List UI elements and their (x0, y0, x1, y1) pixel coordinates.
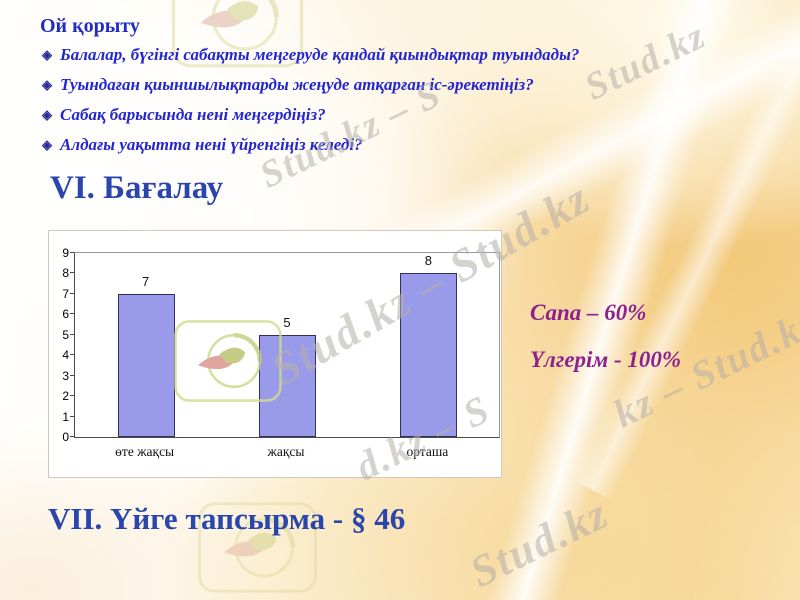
diamond-bullet-icon: ◈ (42, 47, 52, 62)
y-axis-tick-mark (70, 436, 74, 437)
bar-value-label: 7 (142, 273, 150, 289)
bar-value-label: 8 (424, 253, 432, 269)
y-axis-tick-label: 3 (62, 368, 69, 383)
diamond-bullet-icon: ◈ (42, 77, 52, 92)
section-vii-heading: VII. Үйге тапсырма - § 46 (48, 501, 406, 536)
bullet-item: ◈ Сабақ барысында нені меңгердіңіз? (42, 104, 579, 125)
bullet-item: ◈ Туындаған қиыншылықтарды жеңуде атқарға… (42, 74, 579, 95)
category-label: орташа (406, 444, 449, 459)
diamond-bullet-icon: ◈ (42, 137, 52, 152)
chart-category-axis: өте жақсы жақсы орташа (74, 444, 498, 468)
bullet-text: Туындаған қиыншылықтарды жеңуде атқарған… (60, 75, 534, 94)
bullet-text: Сабақ барысында нені меңгердіңіз? (60, 105, 326, 124)
bullet-item: ◈ Балалар, бүгінгі сабақты меңгеруде қанд… (42, 44, 579, 65)
y-axis-tick-mark (70, 252, 74, 253)
bar-өте жақсы (117, 293, 175, 437)
y-axis-tick-mark (70, 272, 74, 274)
stats-block: Сапа – 60% Үлгерім - 100% (530, 300, 681, 394)
category-label: жақсы (267, 444, 305, 459)
section-vi-heading: VI. Бағалау (50, 170, 224, 206)
y-axis-tick-label: 7 (62, 286, 69, 301)
y-axis-tick-mark (70, 292, 74, 294)
bar-chart: 0 1 2 3 4 5 6 7 8 9 7 5 8 өте жақсы жақсы орташа (48, 230, 502, 478)
y-axis-tick-mark (70, 333, 74, 335)
y-axis-tick-mark (70, 354, 74, 356)
bullet-text: Балалар, бүгінгі сабақты меңгеруде қанда… (60, 45, 580, 64)
bullet-list: ◈ Балалар, бүгінгі сабақты меңгеруде қанд… (42, 44, 579, 164)
y-axis-tick-label: 8 (62, 266, 69, 281)
bar-жақсы (259, 334, 316, 437)
bullet-item: ◈ Алдағы уақытта нені үйренгіңіз келеді? (42, 134, 579, 155)
bullet-text: Алдағы уақытта нені үйренгіңіз келеді? (60, 135, 363, 154)
bar-орташа (400, 273, 458, 437)
y-axis-tick-mark (70, 395, 74, 397)
y-axis-tick-label: 4 (62, 348, 69, 363)
quality-stat: Сапа – 60% (530, 300, 647, 325)
y-axis-tick-mark (70, 415, 74, 417)
y-axis-tick-label: 9 (62, 246, 69, 260)
category-label: өте жақсы (115, 444, 175, 459)
progress-stat: Үлгерім - 100% (530, 347, 682, 372)
y-axis-tick-label: 1 (62, 409, 69, 424)
y-axis-tick-label: 6 (62, 307, 69, 322)
slide-title: Ой қорыту (40, 15, 140, 37)
y-axis-tick-label: 2 (62, 389, 69, 404)
y-axis-tick-label: 5 (62, 327, 69, 342)
y-axis-tick-mark (70, 374, 74, 376)
diamond-bullet-icon: ◈ (42, 107, 52, 122)
bar-value-label: 5 (283, 314, 291, 330)
y-axis-tick-label: 0 (62, 430, 69, 444)
y-axis-tick-mark (70, 313, 74, 315)
chart-plot-area: 0 1 2 3 4 5 6 7 8 9 7 5 8 (62, 246, 500, 444)
